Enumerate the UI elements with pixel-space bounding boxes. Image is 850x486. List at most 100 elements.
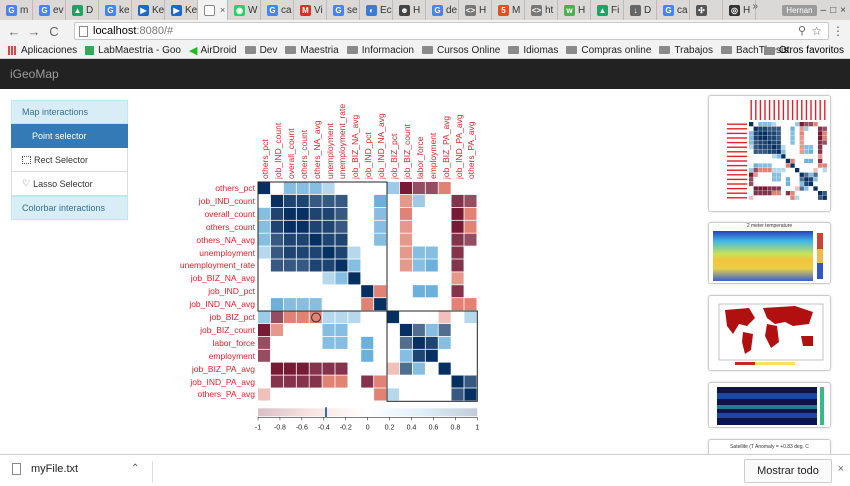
heatmap-cell[interactable] bbox=[309, 375, 322, 388]
heatmap-cell[interactable] bbox=[451, 233, 464, 246]
colorbar[interactable] bbox=[258, 408, 478, 417]
heatmap-cell[interactable] bbox=[270, 323, 283, 336]
heatmap-cell[interactable] bbox=[425, 323, 438, 336]
heatmap-cell[interactable] bbox=[412, 194, 425, 207]
heatmap-cell[interactable] bbox=[258, 311, 271, 324]
heatmap-cell[interactable] bbox=[283, 182, 296, 195]
browser-tab[interactable]: ▶ Ke bbox=[132, 0, 165, 20]
heatmap-cell[interactable] bbox=[258, 233, 271, 246]
heatmap-cell[interactable] bbox=[309, 207, 322, 220]
heatmap-thumbnail[interactable] bbox=[708, 95, 831, 212]
point-selector-button[interactable]: Point selector bbox=[11, 124, 128, 148]
heatmap-cell[interactable] bbox=[399, 233, 412, 246]
heatmap-cell[interactable] bbox=[464, 311, 477, 324]
heatmap-cell[interactable] bbox=[283, 298, 296, 311]
heatmap-cell[interactable] bbox=[464, 375, 477, 388]
row-label[interactable]: overall_count bbox=[204, 208, 255, 219]
row-label[interactable]: job_IND_count bbox=[198, 195, 255, 206]
close-tab-icon[interactable]: × bbox=[220, 5, 226, 15]
heatmap-cell[interactable] bbox=[412, 246, 425, 259]
heatmap-cell[interactable] bbox=[309, 246, 322, 259]
heatmap-cell[interactable] bbox=[399, 182, 412, 195]
heatmap-cell[interactable] bbox=[335, 323, 348, 336]
row-label[interactable]: job_BIZ_PA_avg bbox=[191, 363, 255, 374]
heatmap-cell[interactable] bbox=[283, 233, 296, 246]
heatmap-cell[interactable] bbox=[258, 336, 271, 349]
bookmark-item[interactable]: Maestria bbox=[285, 45, 339, 56]
heatmap-cell[interactable] bbox=[335, 233, 348, 246]
heatmap-cell[interactable] bbox=[438, 182, 451, 195]
row-label[interactable]: employment bbox=[208, 350, 255, 361]
heatmap-cell[interactable] bbox=[451, 259, 464, 272]
heatmap-cell[interactable] bbox=[387, 388, 400, 401]
heatmap-cell[interactable] bbox=[270, 207, 283, 220]
bookmark-item[interactable]: BachThesis bbox=[720, 45, 788, 56]
heatmap-cell[interactable] bbox=[283, 246, 296, 259]
bookmark-item[interactable]: Trabajos bbox=[659, 45, 713, 56]
heatmap-cell[interactable] bbox=[335, 311, 348, 324]
heatmap-cell[interactable] bbox=[296, 207, 309, 220]
heatmap-cell[interactable] bbox=[374, 220, 387, 233]
heatmap-cell[interactable] bbox=[464, 388, 477, 401]
heatmap-cell[interactable] bbox=[283, 207, 296, 220]
heatmap-cell[interactable] bbox=[361, 285, 374, 298]
close-download-shelf-icon[interactable]: × bbox=[837, 463, 844, 475]
heatmap-cell[interactable] bbox=[348, 246, 361, 259]
heatmap-cell[interactable] bbox=[258, 220, 271, 233]
bookmark-item[interactable]: Cursos Online bbox=[421, 45, 500, 56]
heatmap-cell[interactable] bbox=[387, 182, 400, 195]
heatmap-cell[interactable] bbox=[425, 246, 438, 259]
heatmap-cell[interactable] bbox=[322, 311, 335, 324]
world-map-thumbnail[interactable] bbox=[708, 295, 831, 371]
heatmap-cell[interactable] bbox=[335, 246, 348, 259]
download-item[interactable]: myFile.txt bbox=[12, 463, 78, 475]
forward-arrow-icon[interactable]: → bbox=[27, 23, 41, 39]
heatmap-cell[interactable] bbox=[438, 311, 451, 324]
heatmap-cell[interactable] bbox=[335, 259, 348, 272]
row-label[interactable]: job_BIZ_count bbox=[200, 324, 255, 335]
lasso-selector-button[interactable]: ♡ Lasso Selector bbox=[11, 172, 128, 196]
heatmap-cell[interactable] bbox=[270, 194, 283, 207]
bookmark-item[interactable]: Informacion bbox=[346, 45, 414, 56]
chevron-up-icon[interactable]: ⌃ bbox=[131, 463, 140, 474]
heatmap-cell[interactable] bbox=[412, 285, 425, 298]
other-bookmarks[interactable]: Otros favoritos bbox=[763, 45, 844, 56]
heatmap-cell[interactable] bbox=[296, 259, 309, 272]
heatmap-cell[interactable] bbox=[464, 233, 477, 246]
heatmap-cell[interactable] bbox=[374, 388, 387, 401]
heatmap-cell[interactable] bbox=[399, 194, 412, 207]
heatmap-cell[interactable] bbox=[438, 323, 451, 336]
browser-tab[interactable]: <> H bbox=[459, 0, 492, 20]
row-label[interactable]: others_PA_avg bbox=[197, 389, 256, 400]
heatmap-cell[interactable] bbox=[374, 207, 387, 220]
heatmap-cell[interactable] bbox=[322, 375, 335, 388]
heatmap-cell[interactable] bbox=[270, 311, 283, 324]
heatmap-cell[interactable] bbox=[451, 375, 464, 388]
address-bar[interactable]: localhost:8080/# ⚲ ☆ bbox=[74, 22, 829, 40]
heatmap-cell[interactable] bbox=[296, 233, 309, 246]
minimize-icon[interactable]: – bbox=[820, 4, 827, 16]
heatmap-cell[interactable] bbox=[451, 246, 464, 259]
heatmap-cell[interactable] bbox=[258, 388, 271, 401]
heatmap-cell[interactable] bbox=[258, 207, 271, 220]
heatmap-cell[interactable] bbox=[270, 246, 283, 259]
heatmap-cell[interactable] bbox=[412, 349, 425, 362]
heatmap-cell[interactable] bbox=[399, 336, 412, 349]
row-label[interactable]: others_NA_avg bbox=[196, 234, 255, 245]
heatmap-cell[interactable] bbox=[412, 362, 425, 375]
browser-tab[interactable]: ◉ W bbox=[228, 0, 261, 20]
browser-tab[interactable]: ◐ Ec bbox=[360, 0, 393, 20]
heatmap-cell[interactable] bbox=[270, 375, 283, 388]
heatmap-cell[interactable] bbox=[399, 323, 412, 336]
heatmap-cell[interactable] bbox=[283, 375, 296, 388]
heatmap-cell[interactable] bbox=[361, 375, 374, 388]
heatmap-cell[interactable] bbox=[296, 311, 309, 324]
heatmap-cell[interactable] bbox=[451, 272, 464, 285]
heatmap-cell[interactable] bbox=[464, 194, 477, 207]
heatmap-cell[interactable] bbox=[412, 259, 425, 272]
page-info-icon[interactable] bbox=[79, 25, 88, 37]
